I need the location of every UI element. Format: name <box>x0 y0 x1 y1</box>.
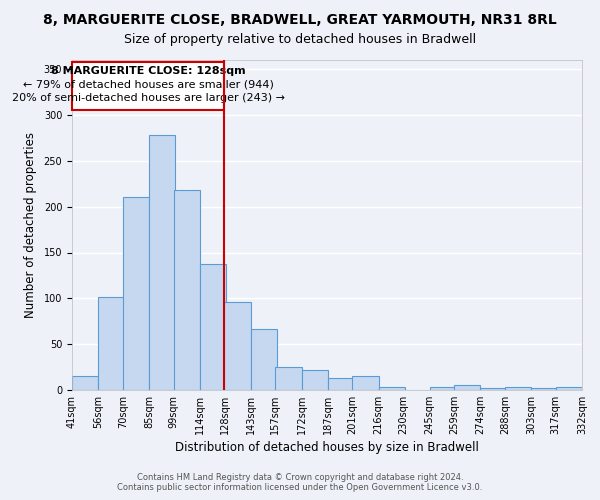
FancyBboxPatch shape <box>72 62 224 110</box>
Text: Size of property relative to detached houses in Bradwell: Size of property relative to detached ho… <box>124 32 476 46</box>
Text: ← 79% of detached houses are smaller (944): ← 79% of detached houses are smaller (94… <box>23 80 274 90</box>
Text: 20% of semi-detached houses are larger (243) →: 20% of semi-detached houses are larger (… <box>12 94 285 104</box>
Bar <box>149 135 175 390</box>
Bar <box>556 387 582 390</box>
Bar <box>302 370 328 390</box>
Bar <box>200 264 226 390</box>
Bar <box>72 376 98 390</box>
Bar <box>481 388 506 390</box>
X-axis label: Distribution of detached houses by size in Bradwell: Distribution of detached houses by size … <box>175 441 479 454</box>
Text: 8, MARGUERITE CLOSE, BRADWELL, GREAT YARMOUTH, NR31 8RL: 8, MARGUERITE CLOSE, BRADWELL, GREAT YAR… <box>43 12 557 26</box>
Text: Contains HM Land Registry data © Crown copyright and database right 2024.: Contains HM Land Registry data © Crown c… <box>137 474 463 482</box>
Bar <box>430 387 456 390</box>
Y-axis label: Number of detached properties: Number of detached properties <box>24 132 37 318</box>
Text: Contains public sector information licensed under the Open Government Licence v3: Contains public sector information licen… <box>118 484 482 492</box>
Bar <box>224 302 251 390</box>
Bar <box>505 387 531 390</box>
Bar <box>379 387 405 390</box>
Bar <box>352 376 379 390</box>
Bar <box>98 296 125 390</box>
Bar <box>328 378 354 390</box>
Text: 8 MARGUERITE CLOSE: 128sqm: 8 MARGUERITE CLOSE: 128sqm <box>51 66 245 76</box>
Bar <box>531 388 557 390</box>
Bar <box>454 384 481 390</box>
Bar <box>275 367 302 390</box>
Bar <box>173 190 200 390</box>
Bar <box>123 198 149 390</box>
Bar <box>251 328 277 390</box>
